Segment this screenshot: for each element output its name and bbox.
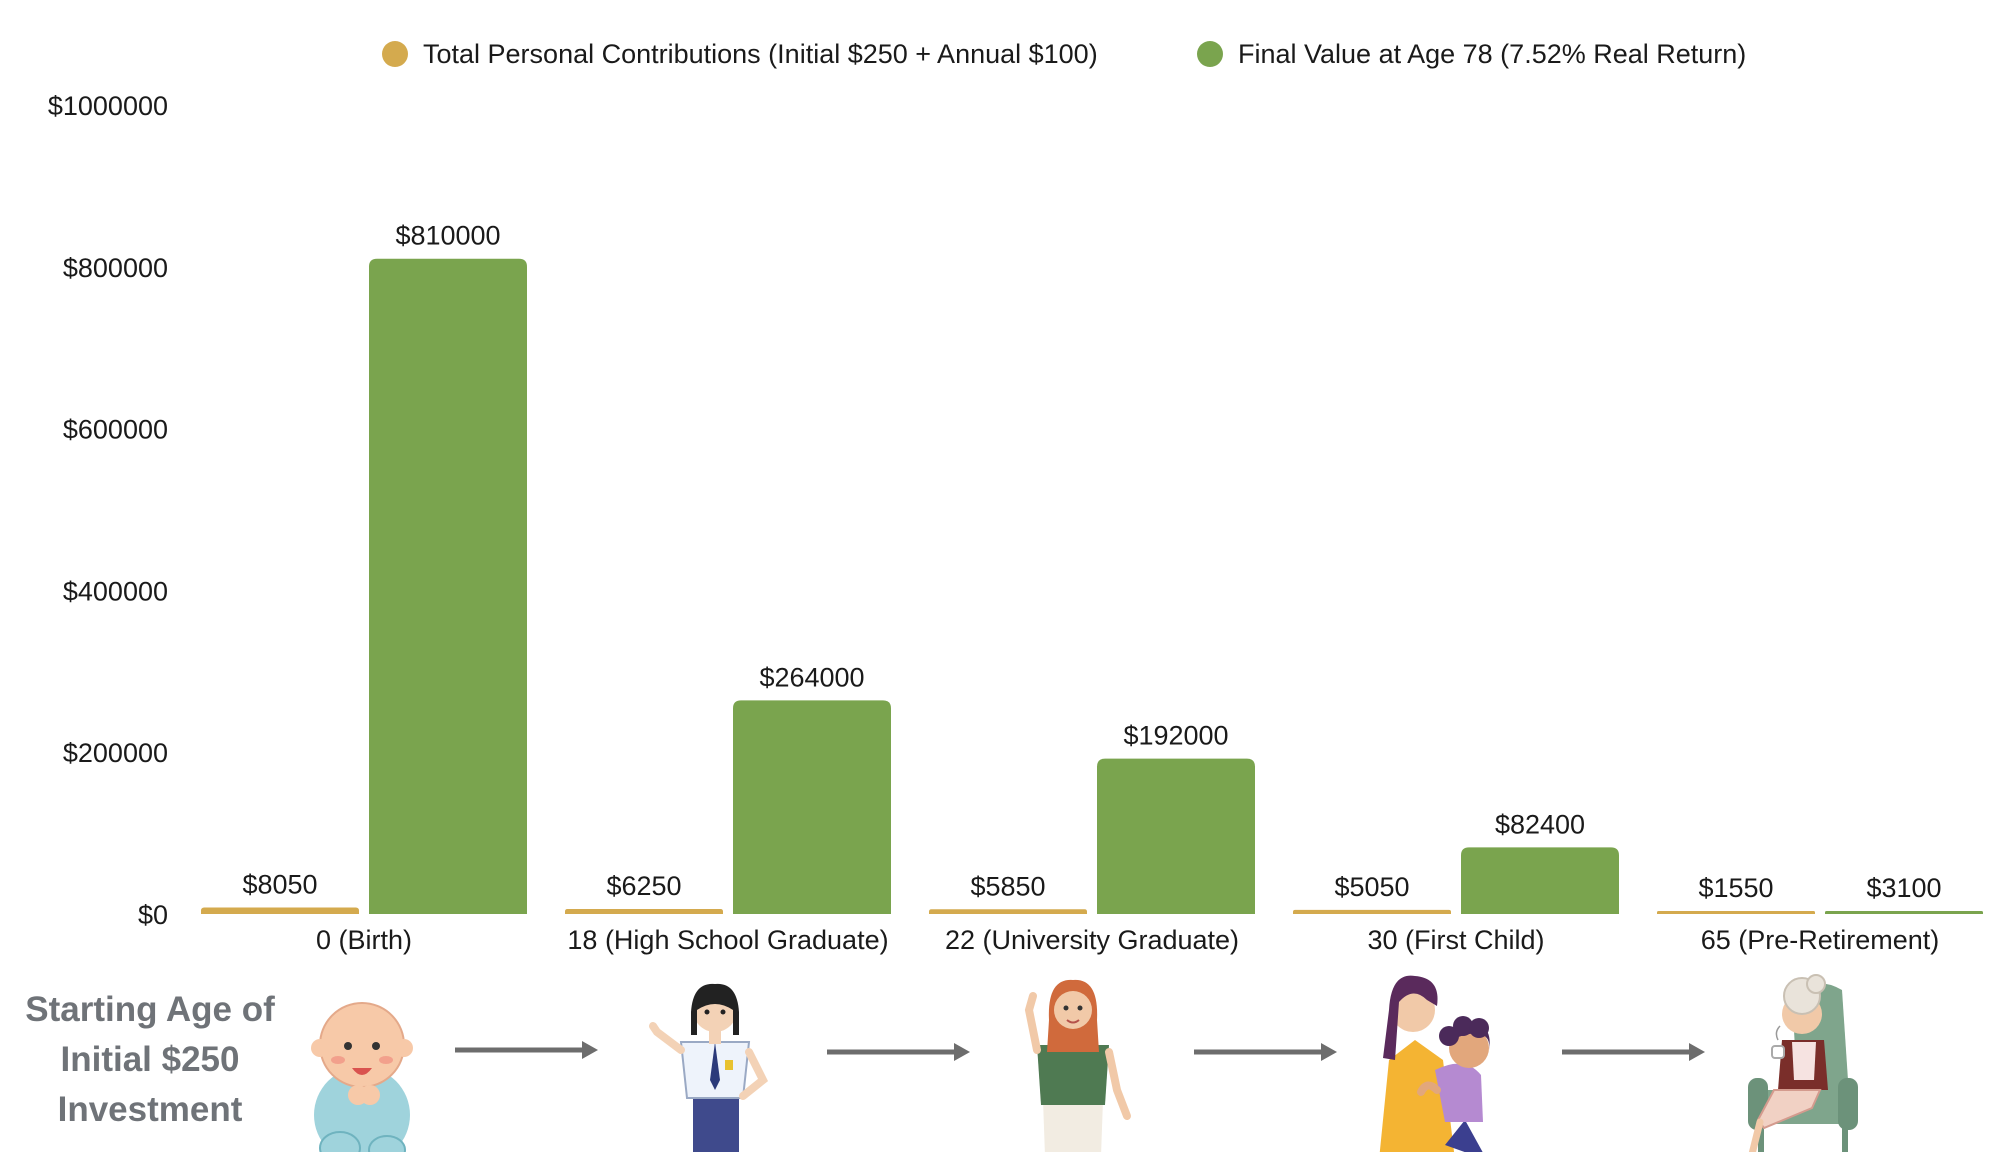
- high-school-graduate-icon: [649, 983, 769, 1152]
- y-axis: $0 $200000 $400000 $600000 $800000 $1000000: [48, 91, 168, 930]
- university-graduate-icon: [1024, 979, 1131, 1156]
- bar-contributions: [929, 909, 1087, 914]
- legend-label-final-value: Final Value at Age 78 (7.52% Real Return…: [1238, 39, 1746, 69]
- illustrations: [311, 974, 1858, 1157]
- legend-swatch-contributions: [382, 41, 408, 67]
- timeline-caption: Starting Age of Initial $250 Investment: [0, 985, 300, 1135]
- caption-line: Initial $250: [60, 1040, 240, 1079]
- bar-value-label: $1550: [1698, 873, 1773, 903]
- arrow-right-icon: [1194, 1043, 1337, 1061]
- bar-value-label: $6250: [606, 871, 681, 901]
- bar-contributions: [565, 908, 723, 914]
- x-tick-label: 0 (Birth): [316, 925, 412, 955]
- bar-value-label: $82400: [1495, 809, 1585, 839]
- arrow-right-icon: [1562, 1043, 1705, 1061]
- timeline-arrows: [455, 1041, 1705, 1061]
- bar-contributions: [1657, 911, 1815, 914]
- baby-icon: [311, 1002, 413, 1157]
- y-tick-label: $200000: [63, 738, 168, 768]
- bar-value-label: $5050: [1334, 872, 1409, 902]
- y-tick-label: $400000: [63, 576, 168, 606]
- bar-value-label: $5850: [970, 871, 1045, 901]
- bar-value-labels: $8050 $810000 $6250 $264000 $5850 $192000 $505…: [242, 221, 1941, 903]
- y-tick-label: $600000: [63, 415, 168, 445]
- x-tick-label: 65 (Pre-Retirement): [1701, 925, 1940, 955]
- legend-swatch-final-value: [1197, 41, 1223, 67]
- legend-label-contributions: Total Personal Contributions (Initial $2…: [423, 39, 1098, 69]
- caption-line: Investment: [57, 1090, 243, 1129]
- x-tick-label: 30 (First Child): [1367, 925, 1544, 955]
- bar-final-value: [1097, 758, 1255, 914]
- retiree-in-armchair-icon: [1748, 974, 1858, 1157]
- arrow-right-icon: [455, 1041, 598, 1059]
- caption-line: Starting Age of: [25, 990, 275, 1029]
- x-axis: 0 (Birth) 18 (High School Graduate) 22 (Un…: [316, 925, 1939, 955]
- bar-final-value: [733, 700, 891, 914]
- pregnant-couple-icon: [1379, 975, 1490, 1157]
- bar-value-label: $810000: [395, 221, 500, 251]
- bars: [201, 258, 1983, 915]
- bar-contributions: [201, 907, 359, 914]
- bar-value-label: $264000: [759, 662, 864, 692]
- bar-value-label: $3100: [1866, 873, 1941, 903]
- y-tick-label: $0: [138, 900, 168, 930]
- bar-final-value: [1461, 847, 1619, 914]
- legend: Total Personal Contributions (Initial $2…: [382, 39, 1746, 69]
- y-tick-label: $800000: [63, 253, 168, 283]
- bar-value-label: $192000: [1123, 721, 1228, 751]
- y-tick-label: $1000000: [48, 91, 168, 121]
- x-tick-label: 18 (High School Graduate): [567, 925, 888, 955]
- arrow-right-icon: [827, 1043, 970, 1061]
- bar-final-value: [1825, 911, 1983, 914]
- bar-value-label: $8050: [242, 869, 317, 899]
- bar-final-value: [369, 258, 527, 915]
- bar-contributions: [1293, 909, 1451, 914]
- x-tick-label: 22 (University Graduate): [945, 925, 1239, 955]
